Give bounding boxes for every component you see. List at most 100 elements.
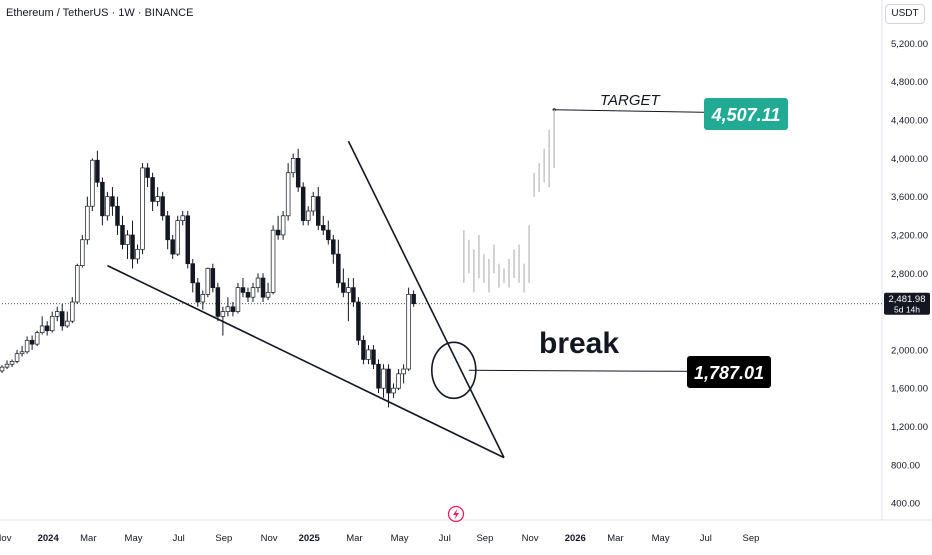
last-price: 2,481.98 (889, 294, 926, 305)
x-tick-label: Jul (173, 533, 185, 544)
candle-down (100, 181, 105, 217)
logo-bolt (453, 508, 459, 520)
candle-down (386, 368, 391, 394)
candle-down (95, 159, 100, 183)
x-tick-label: May (125, 533, 143, 544)
candle-up (39, 325, 45, 333)
y-tick-label: 1,200.00 (891, 422, 928, 433)
candle-down (295, 157, 301, 188)
candle-down (190, 263, 196, 284)
candle-down (260, 277, 266, 298)
candle-up (250, 287, 256, 298)
candle-up (381, 368, 386, 389)
y-tick-label: 4,800.00 (891, 77, 928, 88)
x-tick-label: Sep (476, 533, 493, 544)
candle-down (326, 229, 331, 241)
target-line-trendline (554, 109, 710, 113)
candle-down (185, 215, 190, 265)
candle-down (245, 292, 251, 298)
candle-up (280, 215, 286, 236)
candle-down (371, 349, 376, 365)
break-price-box (687, 356, 771, 388)
candle-up (285, 172, 291, 217)
target-label: TARGET (600, 92, 662, 109)
candle-up (0, 366, 5, 372)
candle-up (290, 157, 296, 174)
candle-down (351, 287, 356, 303)
x-tick-label: Sep (743, 533, 760, 544)
candle-up (125, 234, 130, 245)
currency-selector[interactable]: USDT (885, 4, 925, 24)
candle-down (150, 177, 155, 202)
candle-up (70, 301, 75, 322)
candle-down (275, 229, 281, 236)
logo-ring (447, 505, 465, 523)
y-tick-label: 4,400.00 (891, 116, 928, 127)
break-line-trendline (468, 369, 710, 372)
candle-down (120, 225, 125, 245)
candle-down (110, 196, 115, 207)
x-tick-label: 2025 (299, 533, 321, 544)
candle-up (4, 363, 10, 368)
y-tick-label: 3,600.00 (891, 192, 928, 203)
candle-up (85, 205, 90, 241)
candle-down (376, 363, 381, 389)
candle-up (90, 159, 95, 207)
candle-up (24, 339, 30, 353)
candle-up (406, 293, 411, 370)
candle-up (135, 248, 140, 260)
candle-down (170, 239, 175, 255)
resistance-trendline (347, 140, 505, 458)
candle-down (29, 339, 35, 345)
candle-up (205, 268, 211, 295)
candle-down (215, 287, 221, 317)
candle-up (54, 311, 60, 317)
x-tick-label: 2026 (565, 533, 586, 544)
support-trendline (107, 264, 505, 459)
candle-up (105, 196, 110, 217)
candle-up (34, 332, 40, 345)
candle-down (361, 339, 366, 360)
candle-down (356, 301, 361, 341)
x-tick-label: 2024 (38, 533, 60, 544)
x-tick-label: May (391, 533, 409, 544)
x-tick-label: Jul (700, 533, 712, 544)
y-tick-label: 5,200.00 (891, 39, 928, 50)
x-tick-label: Nov (0, 533, 12, 544)
last-price-box (884, 292, 930, 315)
candle-down (321, 225, 326, 231)
candle-up (200, 293, 206, 303)
candle-down (115, 205, 120, 226)
candle-up (255, 277, 261, 288)
candle-up (401, 368, 406, 375)
x-tick-label: Mar (607, 533, 623, 544)
candle-down (165, 215, 170, 241)
candle-up (310, 196, 316, 212)
candle-down (160, 196, 165, 217)
candle-down (210, 268, 216, 288)
candle-up (155, 196, 160, 202)
candle-up (391, 387, 396, 394)
candle-up (80, 239, 85, 266)
candle-down (230, 306, 236, 312)
candle-up (270, 229, 276, 293)
candle-down (300, 186, 306, 221)
y-tick-label: 1,600.00 (891, 384, 928, 395)
candle-up (396, 373, 401, 389)
target-price: 4,507.11 (711, 105, 781, 125)
y-tick-label: 3,200.00 (891, 230, 928, 241)
candle-up (14, 353, 20, 362)
break-price: 1,787.01 (694, 363, 764, 383)
countdown: 5d 14h (894, 305, 920, 315)
candle-up (175, 220, 180, 255)
x-tick-label: Jul (439, 533, 451, 544)
candle-down (240, 287, 246, 293)
x-tick-label: Sep (215, 533, 232, 544)
candle-down (336, 253, 341, 284)
candle-up (75, 265, 80, 303)
y-tick-label: 2,000.00 (891, 345, 928, 356)
tradingview-lightning-icon[interactable] (447, 505, 465, 523)
candle-down (145, 167, 150, 178)
